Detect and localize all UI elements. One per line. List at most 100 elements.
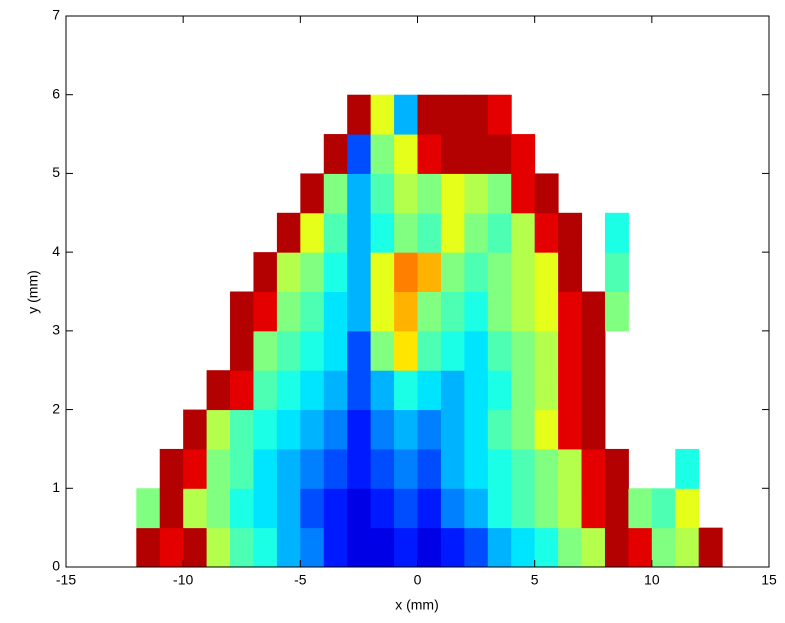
cell [511, 370, 536, 411]
cell [464, 409, 489, 450]
cell [253, 448, 278, 489]
cell [323, 448, 348, 489]
cell [276, 527, 301, 568]
cell [276, 370, 301, 411]
cell [253, 409, 278, 450]
cell [230, 291, 254, 332]
cell [534, 370, 559, 411]
y-axis-label: y (mm) [25, 270, 41, 314]
cell [581, 488, 606, 529]
cell [487, 94, 512, 135]
cell [581, 527, 606, 568]
cell [347, 212, 372, 253]
cell [487, 212, 512, 253]
cell [440, 291, 465, 332]
cell [300, 330, 325, 371]
cell [347, 291, 372, 332]
cell [253, 252, 278, 292]
x-tick-label: -15 [56, 572, 76, 588]
cell [230, 527, 254, 568]
cell [417, 409, 442, 450]
y-tick-label: 7 [52, 7, 60, 23]
cell [675, 448, 700, 489]
cell [276, 252, 301, 292]
cell [558, 448, 583, 489]
cell [230, 488, 254, 529]
cell [440, 448, 465, 489]
cell [276, 212, 301, 253]
cell [300, 291, 325, 332]
cell [323, 330, 348, 371]
cell [464, 488, 489, 529]
cell [464, 134, 489, 174]
cell [394, 488, 418, 529]
cell [487, 448, 512, 489]
cell [347, 330, 372, 371]
cell [323, 488, 348, 529]
cell [487, 173, 512, 214]
y-tick-label: 2 [52, 400, 60, 416]
cell [300, 488, 325, 529]
cell [604, 212, 629, 253]
cell [394, 94, 418, 135]
cell [440, 173, 465, 214]
cell [534, 173, 559, 214]
cell [440, 134, 465, 174]
cell [511, 173, 536, 214]
cell [534, 252, 559, 292]
cell [558, 488, 583, 529]
cell [511, 488, 536, 529]
cell [323, 134, 348, 174]
cell [347, 94, 372, 135]
cell [300, 212, 325, 253]
cell [347, 370, 372, 411]
cell [440, 212, 465, 253]
cell [534, 448, 559, 489]
cell [487, 527, 512, 568]
cell [370, 370, 395, 411]
cell [136, 527, 161, 568]
cell [394, 448, 418, 489]
cell [323, 409, 348, 450]
cell [370, 527, 395, 568]
cell [206, 409, 231, 450]
cell [651, 527, 676, 568]
cell [323, 527, 348, 568]
cell [347, 134, 372, 174]
cell [230, 448, 254, 489]
cell [581, 330, 606, 371]
cell [511, 212, 536, 253]
cell [206, 527, 231, 568]
cell [417, 212, 442, 253]
heatmap [136, 94, 723, 568]
cell [370, 134, 395, 174]
cell [394, 409, 418, 450]
cell [300, 409, 325, 450]
cell [276, 488, 301, 529]
cell [417, 488, 442, 529]
cell [534, 527, 559, 568]
y-tick-label: 0 [52, 558, 60, 574]
cell [511, 448, 536, 489]
cell [394, 173, 418, 214]
cell [417, 330, 442, 371]
x-tick-label: -10 [173, 572, 193, 588]
cell [511, 330, 536, 371]
cell [276, 330, 301, 371]
cell [487, 409, 512, 450]
cell [675, 488, 700, 529]
cell [534, 409, 559, 450]
cell [440, 488, 465, 529]
cell [206, 488, 231, 529]
cell [651, 488, 676, 529]
cell [487, 330, 512, 371]
cell [370, 488, 395, 529]
cell [417, 173, 442, 214]
cell [604, 527, 629, 568]
cell [628, 488, 653, 529]
x-tick-label: 10 [644, 572, 660, 588]
cell [300, 173, 325, 214]
cell [347, 448, 372, 489]
cell [558, 370, 583, 411]
cell [159, 488, 184, 529]
